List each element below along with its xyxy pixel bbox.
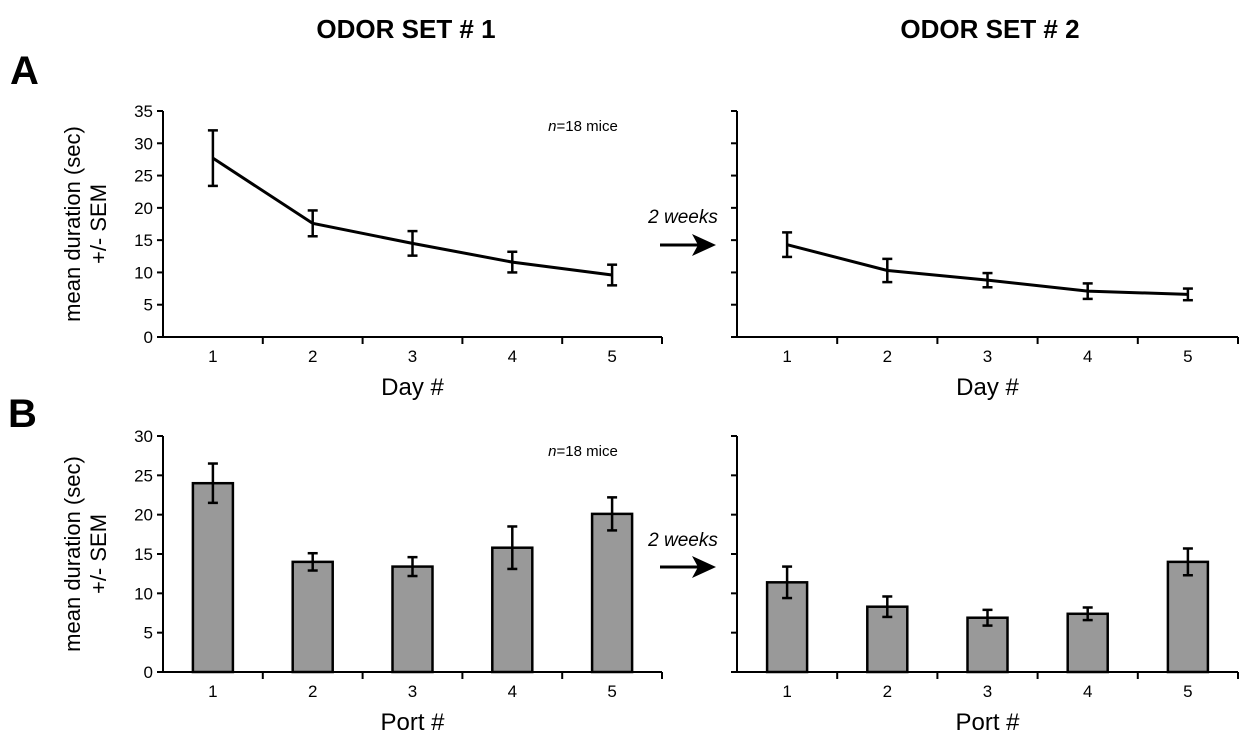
c3-x-tick-label-3: 3 [983,682,992,701]
c1-x-tick-label-1: 1 [782,347,791,366]
c1-error-bar-5 [1182,287,1193,302]
c0-error-bar-3 [407,229,418,257]
c0-error-bar-4 [507,250,518,274]
c3-x-tick-label-5: 5 [1183,682,1192,701]
c2-error-bar-5 [607,496,618,532]
c3-x-tick-label-1: 1 [782,682,791,701]
c1-x-axis-title: Day # [956,374,1019,401]
c0-y-tick-label-20: 20 [134,199,153,218]
c2-bar-5 [590,512,634,674]
c2-y-tick-label-15: 15 [134,545,153,564]
c2-bar-1 [191,481,235,674]
c3-x-axis-title: Port # [955,709,1020,736]
c0-y-axis-title-line2: +/- SEM [86,184,111,264]
c2-x-tick-label-4: 4 [508,682,517,701]
c0-y-tick-label-35: 35 [134,102,153,121]
c2-y-tick-label-25: 25 [134,466,153,485]
chart-a-odor-set-2: 1 2 3 4 5 Day # [731,110,1239,401]
c0-error-bar-1 [207,129,218,188]
c0-y-axis-title-line1: mean duration (sec) [60,126,85,322]
c0-x-tick-label-4: 4 [508,347,517,366]
header-odor-set-1: ODOR SET # 1 [316,14,495,44]
c2-bar-2 [291,560,334,674]
c3-bar-4 [1066,612,1109,674]
c1-x-tick-label-4: 4 [1083,347,1092,366]
chart-b-odor-set-2: 1 2 3 4 5 Port # [731,435,1239,736]
two-weeks-label-bottom: 2 weeks [647,530,718,551]
c0-x-tick-label-2: 2 [308,347,317,366]
c2-error-bar-1 [207,462,218,505]
c2-error-bar-3 [407,555,418,578]
c1-error-bar-3 [982,271,993,289]
c0-x-tick-label-3: 3 [408,347,417,366]
c1-x-tick-label-3: 3 [983,347,992,366]
c2-x-tick-label-2: 2 [308,682,317,701]
chart-a-odor-set-1: 0 5 10 15 20 25 30 35 1 2 3 4 5 Day # mean duration (s… [60,102,663,401]
c2-error-bar-4 [507,525,518,571]
chart-b-odor-set-1: 0 5 10 15 20 25 30 1 2 3 4 5 Port # mean duration (se… [60,427,663,736]
c0-y-tick-label-5: 5 [144,296,153,315]
c0-y-tick-label-25: 25 [134,167,153,186]
c0-y-tick-label-30: 30 [134,134,153,153]
c0-sample-size-note: n=18 mice [548,118,618,135]
c2-sample-size-note: n=18 mice [548,443,618,460]
c0-error-bar-2 [307,209,318,238]
c1-error-bar-1 [782,231,793,259]
c2-bar-3 [391,565,434,674]
header-odor-set-2: ODOR SET # 2 [900,14,1079,44]
c1-x-tick-label-5: 5 [1183,347,1192,366]
c2-y-tick-label-5: 5 [144,624,153,643]
panel-label-a: A [10,49,39,93]
c2-x-tick-label-1: 1 [208,682,217,701]
two-weeks-arrow-bottom: 2 weeks [647,530,718,578]
c1-error-bar-2 [882,257,893,284]
c2-y-tick-label-20: 20 [134,506,153,525]
c1-x-tick-label-2: 2 [883,347,892,366]
c1-error-bar-4 [1082,282,1093,301]
c0-y-tick-label-15: 15 [134,231,153,250]
c0-y-tick-label-0: 0 [144,328,153,347]
c0-series-line [212,156,613,277]
c2-bar-4 [491,546,534,674]
c3-error-bar-4 [1082,606,1093,622]
c0-x-tick-label-1: 1 [208,347,217,366]
c3-error-bar-1 [782,565,793,600]
c3-error-bar-2 [882,595,893,619]
c2-y-axis-title-line1: mean duration (sec) [60,456,85,652]
c2-y-tick-label-0: 0 [144,663,153,682]
c2-y-axis-title-line2: +/- SEM [86,514,111,594]
c3-x-tick-label-2: 2 [883,682,892,701]
c0-error-bar-5 [607,263,618,287]
c2-x-tick-label-3: 3 [408,682,417,701]
c3-bar-2 [866,605,909,674]
c2-y-tick-label-10: 10 [134,584,153,603]
panel-label-b: B [8,392,37,436]
c3-bar-5 [1166,560,1210,674]
c2-x-tick-label-5: 5 [607,682,616,701]
c0-y-tick-label-10: 10 [134,263,153,282]
c3-x-tick-label-4: 4 [1083,682,1092,701]
two-weeks-label-top: 2 weeks [647,207,718,228]
c3-error-bar-3 [982,608,993,627]
c2-x-axis-title: Port # [380,709,445,736]
c3-error-bar-5 [1182,547,1193,577]
c0-x-tick-label-5: 5 [607,347,616,366]
c2-error-bar-2 [307,551,318,572]
two-weeks-arrow-top: 2 weeks [647,207,718,256]
c0-x-axis-title: Day # [381,374,444,401]
c2-y-tick-label-30: 30 [134,427,153,446]
